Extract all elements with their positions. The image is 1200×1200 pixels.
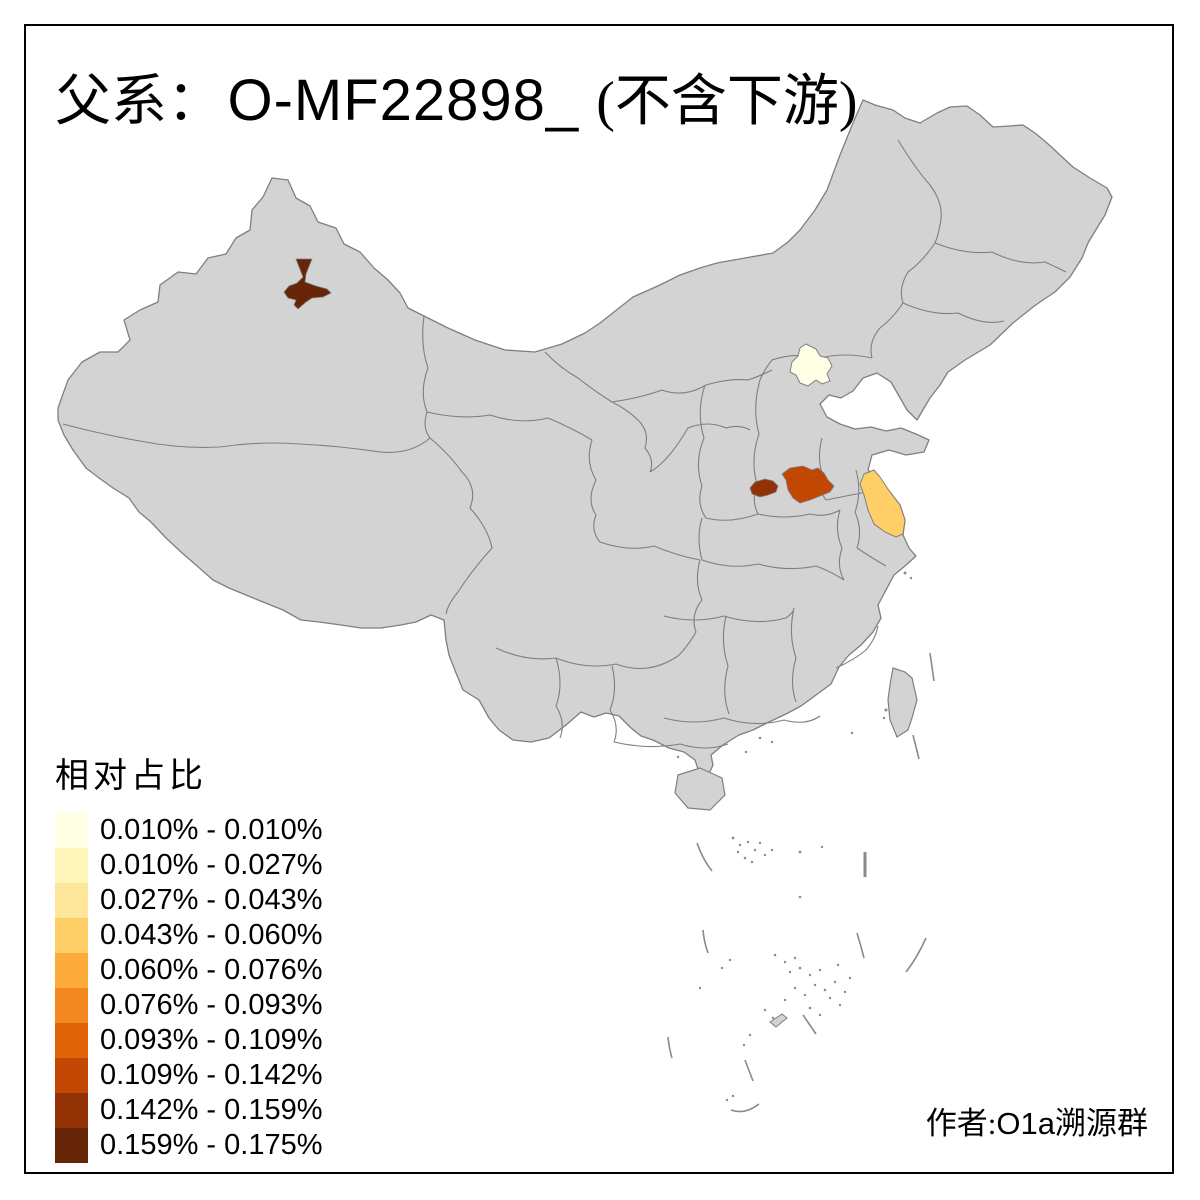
legend-swatch [55,1023,88,1058]
legend-swatch [55,883,88,918]
legend-row: 0.060% - 0.076% [55,953,322,988]
legend-swatch [55,1058,88,1093]
legend-title: 相对占比 [55,758,207,795]
south-sea-island [769,1013,788,1028]
legend-label: 0.060% - 0.076% [100,954,323,986]
author-prefix: 作者: [925,1106,997,1141]
region-central-east-highlight [781,465,835,504]
legend-label: 0.010% - 0.027% [100,849,323,881]
hainan-island [674,767,726,811]
region-northwest-highlight [283,258,332,310]
legend-swatch [55,1128,88,1163]
taiwan-island [887,667,918,738]
legend-label: 0.043% - 0.060% [100,919,323,951]
title-suffix: (不含下游) [596,71,858,133]
region-east-coastal-highlight [859,469,906,538]
legend: 相对占比 0.010% - 0.010% 0.010% - 0.027% 0.0… [55,748,322,1163]
page-title: 父系： O-MF22898_ (不含下游) [55,56,858,137]
region-beijing-highlight [789,343,833,387]
author-credit: 作者:O1a溯源群 [926,1098,1148,1143]
legend-swatch [55,813,88,848]
legend-label: 0.027% - 0.043% [100,884,323,916]
legend-row: 0.159% - 0.175% [55,1128,322,1163]
legend-row: 0.109% - 0.142% [55,1058,322,1093]
legend-row: 0.093% - 0.109% [55,1023,322,1058]
legend-row: 0.027% - 0.043% [55,883,322,918]
legend-row: 0.010% - 0.010% [55,813,322,848]
legend-swatch [55,918,88,953]
title-haplogroup-code: O-MF22898_ [227,68,597,133]
legend-swatch [55,848,88,883]
china-mainland [57,99,1113,779]
legend-label: 0.010% - 0.010% [100,814,323,846]
legend-row: 0.142% - 0.159% [55,1093,322,1128]
legend-label: 0.142% - 0.159% [100,1094,323,1126]
region-central-west-highlight [749,478,779,498]
legend-label: 0.109% - 0.142% [100,1059,323,1091]
nine-dash-line [667,652,935,1113]
legend-swatch [55,1093,88,1128]
legend-row: 0.010% - 0.027% [55,848,322,883]
legend-row: 0.076% - 0.093% [55,988,322,1023]
legend-swatch [55,988,88,1023]
legend-label: 0.159% - 0.175% [100,1129,323,1161]
offshore-islands [676,571,913,1102]
author-code: O1a [996,1106,1055,1141]
legend-row: 0.043% - 0.060% [55,918,322,953]
legend-label: 0.076% - 0.093% [100,989,323,1021]
legend-label: 0.093% - 0.109% [100,1024,323,1056]
title-prefix: 父系： [55,71,223,133]
author-suffix: 溯源群 [1055,1106,1148,1141]
legend-swatch [55,953,88,988]
